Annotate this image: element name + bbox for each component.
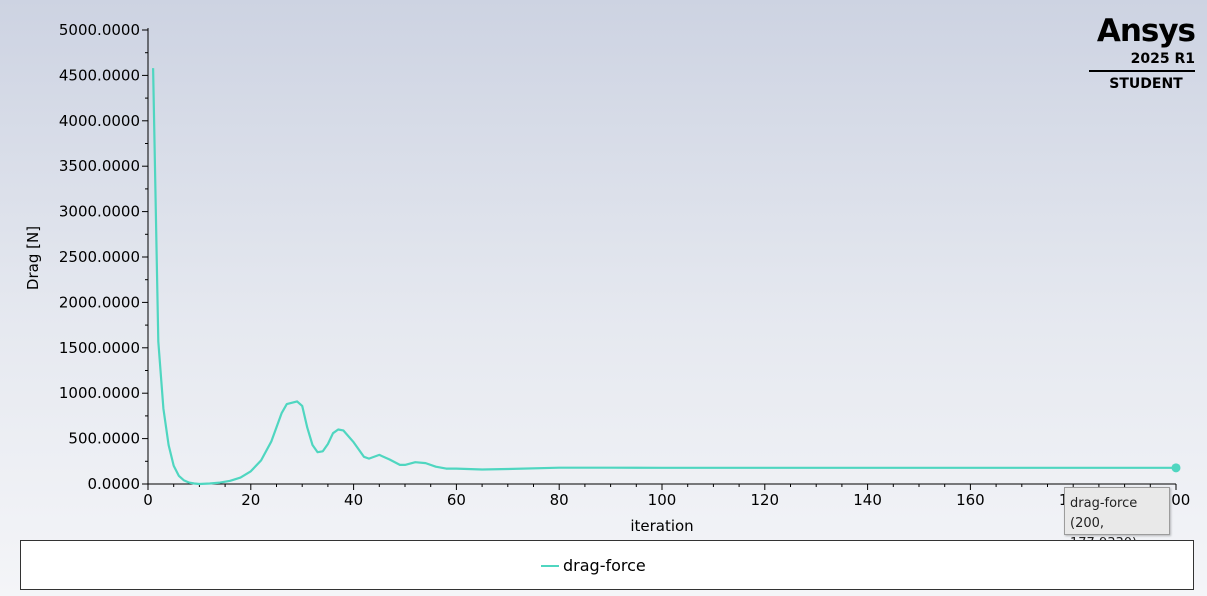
x-tick-label: 40 xyxy=(344,491,363,509)
drag-chart: 0.0000 500.0000 1000.0000 1500.0000 2000.000… xyxy=(24,21,1190,535)
x-tick-label: 0 xyxy=(143,491,153,509)
series-marks xyxy=(152,68,1181,486)
ticks: 0.0000 500.0000 1000.0000 1500.0000 2000.000… xyxy=(59,21,1190,509)
highlighted-point xyxy=(1171,463,1181,473)
legend-swatch xyxy=(541,564,559,567)
legend-entry-drag-force[interactable]: drag-force xyxy=(541,556,646,575)
logo-version: 2025 R1 xyxy=(1130,51,1195,67)
y-tick-label: 4000.0000 xyxy=(59,112,140,130)
x-tick-label: 140 xyxy=(853,491,882,509)
data-point-tooltip: drag-force (200, 177.9330) xyxy=(1064,487,1170,551)
x-tick-label: 160 xyxy=(956,491,985,509)
axes xyxy=(147,28,1176,485)
ansys-logo: Ansys 2025 R1 STUDENT xyxy=(1089,13,1196,93)
x-tick-label: 100 xyxy=(648,491,677,509)
logo-name: Ansys xyxy=(1096,13,1196,49)
tooltip-series: drag-force xyxy=(1070,496,1138,511)
y-tick-label: 1000.0000 xyxy=(59,384,140,402)
legend[interactable]: drag-force xyxy=(20,540,1194,590)
x-axis-title: iteration xyxy=(630,517,693,535)
y-tick-label: 3500.0000 xyxy=(59,157,140,175)
series-line-drag-force xyxy=(152,68,1176,486)
y-tick-label: 2500.0000 xyxy=(59,248,140,266)
x-tick-label: 20 xyxy=(241,491,260,509)
y-tick-label: 4500.0000 xyxy=(59,66,140,84)
y-tick-label: 1500.0000 xyxy=(59,339,140,357)
y-tick-label: 5000.0000 xyxy=(59,21,140,39)
x-tick-label: 60 xyxy=(447,491,466,509)
legend-label: drag-force xyxy=(563,556,646,575)
logo-edition: STUDENT xyxy=(1109,76,1183,92)
x-tick-label: 120 xyxy=(750,491,779,509)
x-tick-label: 80 xyxy=(550,491,569,509)
y-tick-label: 500.0000 xyxy=(68,430,140,448)
y-tick-label: 0.0000 xyxy=(88,475,141,493)
y-tick-label: 3000.0000 xyxy=(59,203,140,221)
logo-divider xyxy=(1089,70,1195,72)
y-axis-title: Drag [N] xyxy=(24,226,42,290)
y-tick-label: 2000.0000 xyxy=(59,293,140,311)
